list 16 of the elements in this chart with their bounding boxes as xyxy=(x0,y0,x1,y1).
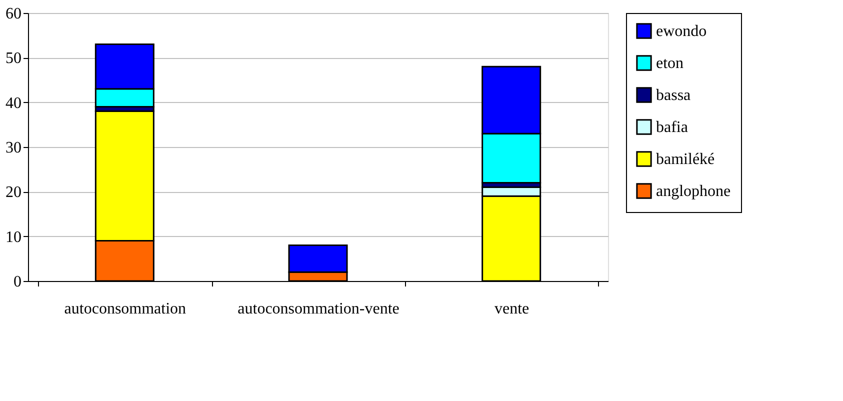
x-tick-label: vente xyxy=(494,300,530,318)
legend-label: bassa xyxy=(656,87,691,104)
legend-label: ewondo xyxy=(656,23,707,40)
legend-label: eton xyxy=(656,55,684,72)
x-tick-label: autoconsommation xyxy=(64,300,186,318)
y-tick-label: 20 xyxy=(6,184,22,202)
y-tick-label: 60 xyxy=(6,6,22,22)
legend-label: anglophone xyxy=(656,183,731,200)
y-tick-label: 50 xyxy=(6,50,22,68)
y-tick-label: 10 xyxy=(6,228,22,246)
y-tick-label: 0 xyxy=(14,274,22,290)
legend-label: bamiléké xyxy=(656,151,715,168)
legend-label: bafia xyxy=(656,119,688,136)
y-tick-label: 30 xyxy=(6,140,22,156)
y-tick-label: 40 xyxy=(6,94,22,112)
x-tick-label: autoconsommation-vente xyxy=(238,300,400,318)
